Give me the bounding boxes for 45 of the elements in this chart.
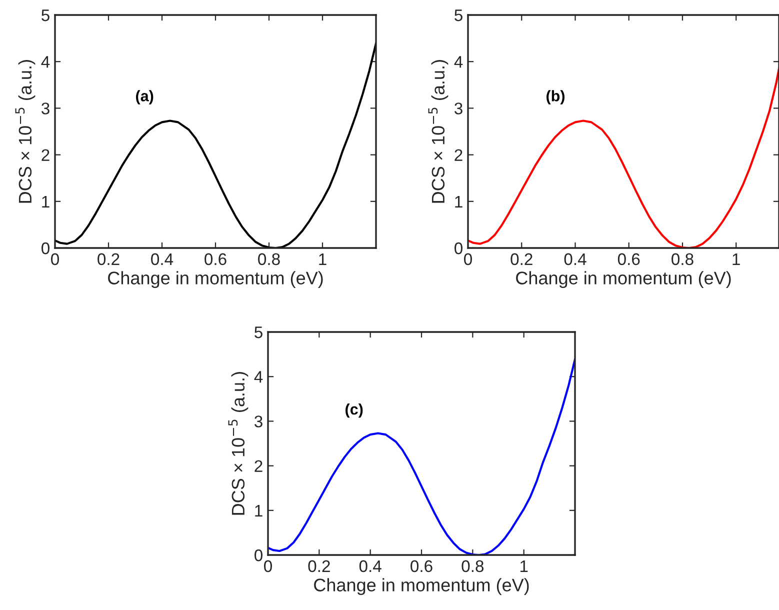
x-tick-label: 0.8 <box>462 560 484 572</box>
x-tick-label: 0.2 <box>510 253 532 266</box>
x-tick-label: 1 <box>319 253 326 265</box>
x-tick-label: 0 <box>51 253 59 266</box>
x-tick-label: 0.8 <box>258 253 280 266</box>
x-tick-label: 0 <box>464 253 472 266</box>
y-tick-label: 3 <box>454 102 462 114</box>
x-axis-title: Change in momentum (eV) <box>108 271 323 288</box>
annotation: (c) <box>346 403 363 418</box>
y-tick-label: 5 <box>454 10 462 22</box>
x-axis-title: Change in momentum (eV) <box>516 271 731 288</box>
y-tick-label: 3 <box>42 102 50 114</box>
y-tick-label: 5 <box>42 10 50 22</box>
y-tick-label: 4 <box>41 56 50 68</box>
x-tick-label: 0.8 <box>672 253 694 266</box>
y-tick-label: 1 <box>455 196 462 208</box>
x-tick-label: 1 <box>732 253 740 265</box>
y-tick-label: 4 <box>254 371 263 383</box>
y-tick-label: 0 <box>42 242 50 254</box>
x-tick-label: 0.6 <box>618 253 640 266</box>
x-tick-label: 0.2 <box>308 560 330 572</box>
x-tick-label: 0.2 <box>98 253 120 266</box>
x-tick-label: 0.4 <box>151 253 174 266</box>
y-tick-label: 1 <box>42 196 50 208</box>
y-tick-label: 3 <box>254 416 262 428</box>
y-axis-title: DCS × 10$^{−5}$ (a.u.) <box>15 60 36 203</box>
y-tick-label: 2 <box>254 460 262 472</box>
x-tick-label: 0.4 <box>564 253 586 266</box>
x-tick-label: 0 <box>264 560 272 572</box>
x-tick-label: 1 <box>520 560 528 572</box>
y-tick-label: 2 <box>454 149 462 161</box>
y-tick-label: 0 <box>254 549 262 562</box>
x-tick-label: 0.6 <box>410 560 432 572</box>
x-tick-label: 0.6 <box>204 253 226 266</box>
y-tick-label: 1 <box>255 504 262 516</box>
y-tick-label: 4 <box>454 56 463 68</box>
y-axis-title: DCS × 10$^{−5}$ (a.u.) <box>428 60 448 203</box>
y-tick-label: 0 <box>454 242 462 254</box>
x-tick-label: 0.4 <box>359 560 382 572</box>
y-axis-title: DCS × 10$^{−5}$ (a.u.) <box>228 372 248 515</box>
annotation: (b) <box>546 90 564 104</box>
x-axis-title: Change in momentum (eV) <box>314 578 529 596</box>
y-tick-label: 2 <box>42 149 50 161</box>
annotation: (a) <box>136 90 154 104</box>
y-tick-label: 5 <box>254 326 262 338</box>
